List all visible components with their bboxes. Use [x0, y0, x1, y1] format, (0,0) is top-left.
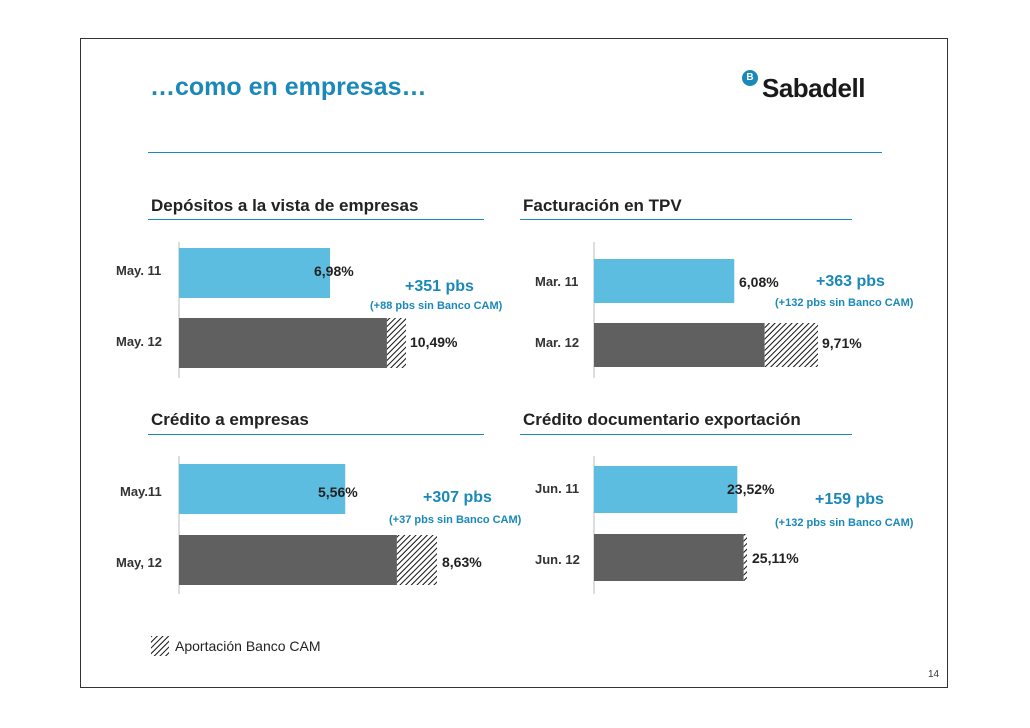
bar-current-year	[594, 323, 765, 367]
category-label: Mar. 12	[535, 335, 579, 350]
delta-annotation-sub: (+37 pbs sin Banco CAM)	[389, 514, 522, 526]
bar-banco-cam-contribution	[396, 535, 437, 585]
bar-previous-year	[179, 464, 346, 514]
value-label: 10,49%	[410, 334, 458, 350]
category-label: Jun. 12	[535, 552, 580, 567]
bar-previous-year	[179, 248, 331, 298]
category-label: Jun. 11	[535, 481, 579, 496]
bar-banco-cam-contribution	[764, 323, 818, 367]
bar-previous-year	[594, 259, 735, 303]
chart-title-rule	[520, 219, 852, 220]
value-label: 25,11%	[752, 550, 799, 566]
category-label: May. 12	[116, 334, 162, 349]
title-divider	[148, 152, 882, 153]
delta-annotation-sub: (+132 pbs sin Banco CAM)	[775, 297, 914, 309]
bar-current-year	[594, 534, 744, 581]
bar-banco-cam-contribution	[386, 318, 406, 368]
logo-name: Sabadell	[762, 73, 865, 103]
category-label: Mar. 11	[535, 274, 578, 289]
value-label: 5,56%	[318, 484, 358, 500]
page-number: 14	[928, 669, 940, 680]
chart-title-rule	[520, 434, 852, 435]
category-label: May. 11	[116, 263, 161, 278]
value-label: 6,98%	[314, 263, 354, 279]
logo-initial: B	[742, 70, 758, 86]
value-label: 23,52%	[727, 481, 775, 497]
delta-annotation: +307 pbs	[423, 489, 492, 506]
bar-current-year	[179, 535, 397, 585]
category-label: May, 12	[116, 555, 162, 570]
bar-banco-cam-contribution	[743, 534, 747, 581]
value-label: 9,71%	[822, 335, 862, 351]
delta-annotation: +159 pbs	[815, 491, 884, 508]
legend-label: Aportación Banco CAM	[175, 638, 321, 654]
bar-current-year	[179, 318, 387, 368]
bar-previous-year	[594, 466, 738, 513]
slide-title: …como en empresas…	[150, 73, 427, 101]
slide-frame	[80, 38, 948, 688]
chart-title-credito: Crédito a empresas	[151, 410, 309, 429]
chart-title-rule	[148, 219, 484, 220]
chart-title-tpv: Facturación en TPV	[523, 196, 682, 215]
value-label: 8,63%	[442, 554, 482, 570]
chart-title-rule	[148, 434, 484, 435]
delta-annotation-sub: (+132 pbs sin Banco CAM)	[775, 517, 914, 529]
category-label: May.11	[120, 484, 162, 499]
delta-annotation: +363 pbs	[816, 273, 885, 290]
value-label: 6,08%	[739, 274, 779, 290]
chart-title-depositos: Depósitos a la vista de empresas	[151, 196, 419, 215]
chart-title-documentario: Crédito documentario exportación	[523, 410, 801, 429]
delta-annotation: +351 pbs	[405, 278, 474, 295]
delta-annotation-sub: (+88 pbs sin Banco CAM)	[370, 300, 503, 312]
legend-hatch-swatch	[151, 636, 169, 656]
